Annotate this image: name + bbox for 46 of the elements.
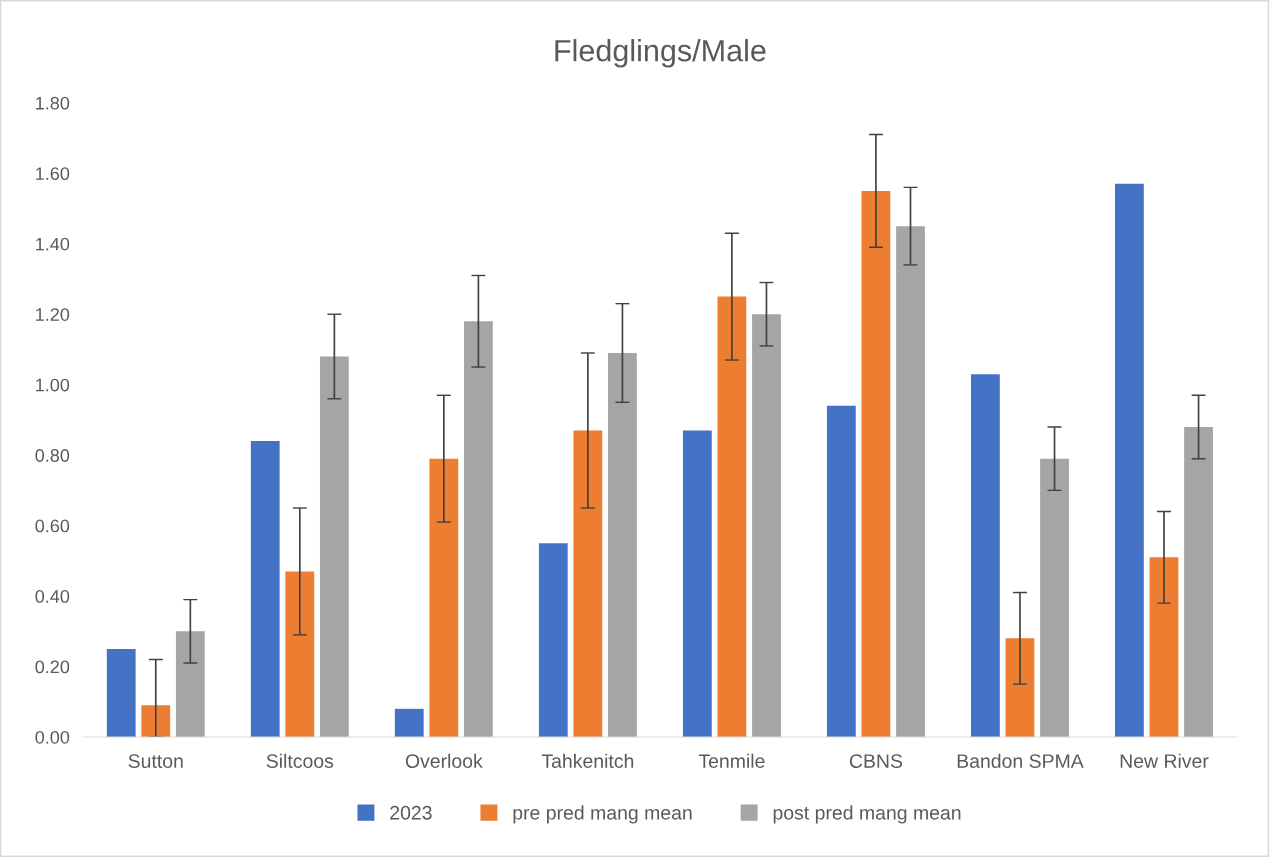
bar xyxy=(1115,183,1144,738)
x-tick-label: Sutton xyxy=(128,754,183,768)
bar xyxy=(717,296,747,738)
x-tick-label: Tenmile xyxy=(698,753,765,768)
bar xyxy=(175,631,205,738)
x-tick-label: Overlook xyxy=(405,753,483,768)
bar xyxy=(1184,426,1213,738)
bar xyxy=(896,226,925,738)
bar xyxy=(429,458,459,738)
bar xyxy=(752,314,781,738)
y-tick-label: 0.40 xyxy=(35,590,70,603)
legend-label: pre pred mang mean xyxy=(513,805,692,824)
bar xyxy=(861,190,891,738)
x-tick-label: CBNS xyxy=(849,754,903,768)
y-tick-label: 0.60 xyxy=(35,519,70,533)
chart-title: Fledglings/Male xyxy=(555,39,766,68)
bar xyxy=(106,648,136,738)
y-tick-label: 1.60 xyxy=(36,167,70,181)
bar xyxy=(394,708,424,738)
y-tick-label: 0.00 xyxy=(35,730,70,744)
bar xyxy=(1005,638,1035,738)
bar xyxy=(970,374,1000,738)
bar xyxy=(1040,458,1069,738)
bar xyxy=(464,321,493,738)
y-tick-label: 0.80 xyxy=(35,449,70,462)
bar xyxy=(573,430,603,738)
y-tick-label: 1.80 xyxy=(36,96,70,110)
bar xyxy=(250,441,280,738)
y-tick-label: 0.20 xyxy=(35,660,70,674)
x-tick-label: New River xyxy=(1120,753,1209,768)
bar xyxy=(608,352,637,738)
x-tick-label: Tahkenitch xyxy=(541,753,634,768)
y-tick-label: 1.00 xyxy=(36,378,70,392)
bar xyxy=(538,543,568,738)
bar xyxy=(1149,557,1179,738)
legend-label: post pred mang mean xyxy=(773,805,961,824)
y-tick-label: 1.40 xyxy=(36,237,70,251)
bar xyxy=(682,430,712,738)
bar xyxy=(285,571,315,738)
y-tick-label: 1.20 xyxy=(36,308,70,321)
bar xyxy=(319,356,349,738)
x-tick-label: Bandon SPMA xyxy=(957,753,1084,768)
legend-label: 2023 xyxy=(390,805,432,820)
bar xyxy=(141,705,171,738)
bar xyxy=(826,405,856,738)
x-tick-label: Siltcoos xyxy=(266,753,334,768)
